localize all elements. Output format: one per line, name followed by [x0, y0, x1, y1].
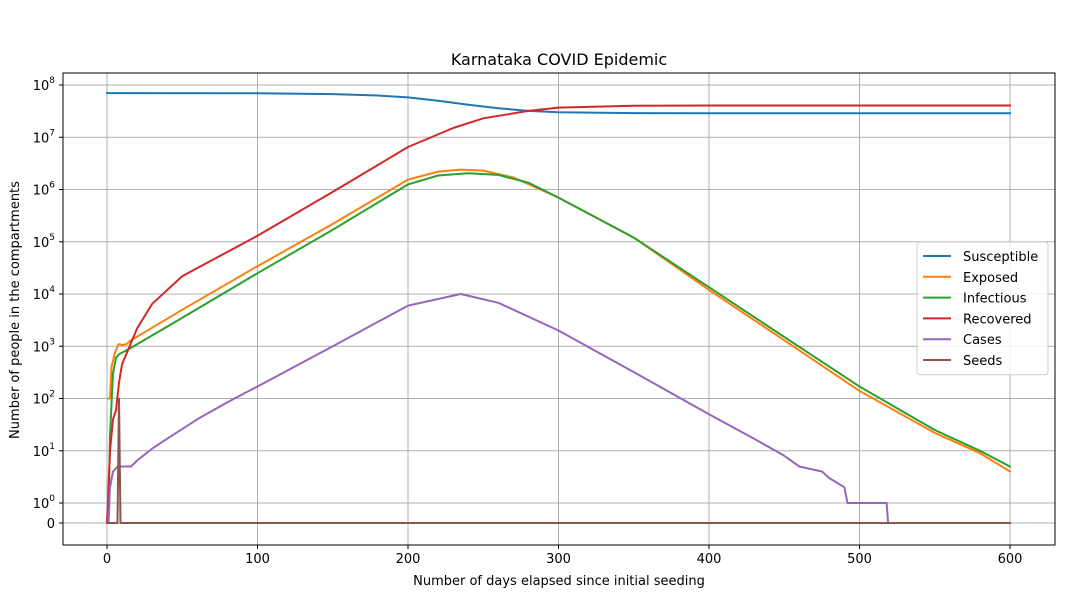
series-layer: [105, 92, 1012, 525]
x-tick-label: 200: [396, 552, 421, 567]
series-line-susceptible: [105, 92, 1012, 115]
legend-label: Recovered: [963, 312, 1032, 327]
x-axis-label: Number of days elapsed since initial see…: [413, 574, 705, 589]
x-tick-label: 300: [546, 552, 571, 567]
y-axis-ticks: 0 100 101 102 103 104 105 106 107 108: [33, 76, 63, 532]
y-tick-label: 105: [33, 233, 55, 251]
y-tick-label: 107: [33, 128, 55, 146]
legend: Susceptible Exposed Infectious Recovered Cas…: [916, 241, 1049, 376]
series-line-recovered: [105, 104, 1011, 525]
legend-label: Seeds: [963, 354, 1003, 369]
series-line-cases: [107, 293, 1011, 525]
x-axis-ticks: 0 100 200 300 400 500 600: [103, 545, 1023, 567]
x-tick-label: 500: [847, 552, 872, 567]
y-tick-label: 102: [33, 390, 55, 408]
legend-label: Exposed: [963, 271, 1018, 286]
y-tick-label: 108: [33, 76, 56, 94]
series-line-infectious: [107, 172, 1012, 525]
y-tick-label: 106: [33, 181, 56, 199]
y-tick-label: 100: [33, 494, 56, 512]
legend-label: Infectious: [963, 292, 1027, 307]
chart-title: Karnataka COVID Epidemic: [451, 50, 667, 69]
y-tick-label: 101: [33, 442, 55, 460]
y-axis-label: Number of people in the compartments: [8, 181, 23, 439]
series-line-seeds: [106, 397, 1011, 524]
x-tick-label: 400: [697, 552, 722, 567]
y-tick-label: 103: [33, 337, 55, 355]
legend-label: Cases: [963, 333, 1002, 348]
grid-layer: [63, 73, 1055, 545]
legend-frame: [916, 241, 1049, 376]
x-tick-label: 600: [998, 552, 1023, 567]
y-tick-label: 0: [47, 517, 55, 532]
series-line-exposed: [107, 168, 1012, 473]
y-tick-label: 104: [33, 285, 56, 303]
legend-label: Susceptible: [963, 250, 1038, 265]
x-tick-label: 0: [103, 552, 111, 567]
x-tick-label: 100: [245, 552, 270, 567]
